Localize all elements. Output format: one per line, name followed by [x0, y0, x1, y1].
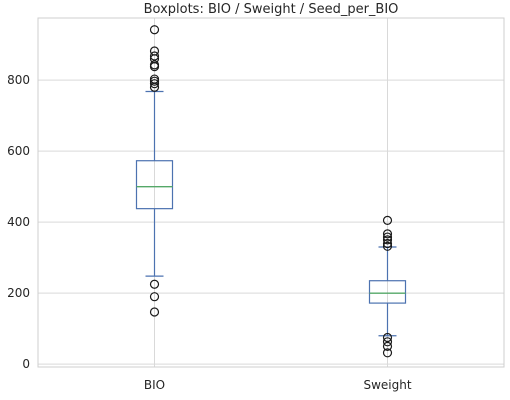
outlier-sweight-7	[382, 232, 393, 242]
box-sweight	[368, 215, 407, 358]
outlier-bio-8	[149, 60, 160, 70]
outlier-sweight-5	[382, 238, 393, 249]
outlier-sweight-4	[382, 241, 393, 251]
y-tick-label-0: 0	[22, 357, 30, 371]
outlier-sweight-8	[382, 229, 393, 239]
y-tick-label-600: 600	[7, 144, 30, 158]
y-tick-label-400: 400	[7, 215, 30, 229]
outlier-bio-10	[149, 51, 160, 61]
outlier-sweight-6	[382, 235, 393, 245]
outlier-sweight-0	[382, 348, 393, 358]
outlier-bio-0	[149, 307, 160, 317]
iqr-box-sweight	[368, 280, 407, 304]
x-tick-label-bio: BIO	[144, 378, 165, 392]
x-axis-ticks: BIO Sweight	[144, 378, 412, 392]
outlier-bio-6	[149, 74, 160, 84]
box-bio	[135, 25, 174, 317]
plot-frame	[37, 17, 505, 368]
outlier-sweight-1	[382, 341, 393, 352]
outlier-bio-1	[149, 292, 160, 302]
chart-title: Boxplots: BIO / Sweight / Seed_per_BIO	[144, 2, 399, 17]
x-tick-label-sweight: Sweight	[363, 378, 411, 392]
outlier-bio-4	[149, 79, 160, 89]
y-axis-ticks: 0 200 400 600 800	[7, 73, 30, 371]
outlier-bio-2	[149, 279, 160, 289]
outlier-sweight-3	[382, 332, 393, 343]
iqr-box-bio	[135, 160, 174, 210]
outlier-bio-12	[149, 25, 160, 35]
outlier-bio-11	[149, 46, 160, 56]
boxes-layer	[135, 25, 407, 358]
grid-layer	[38, 18, 504, 367]
outlier-sweight-9	[382, 215, 393, 225]
y-tick-label-200: 200	[7, 286, 30, 300]
y-tick-label-800: 800	[7, 73, 30, 87]
outlier-sweight-2	[382, 337, 393, 347]
